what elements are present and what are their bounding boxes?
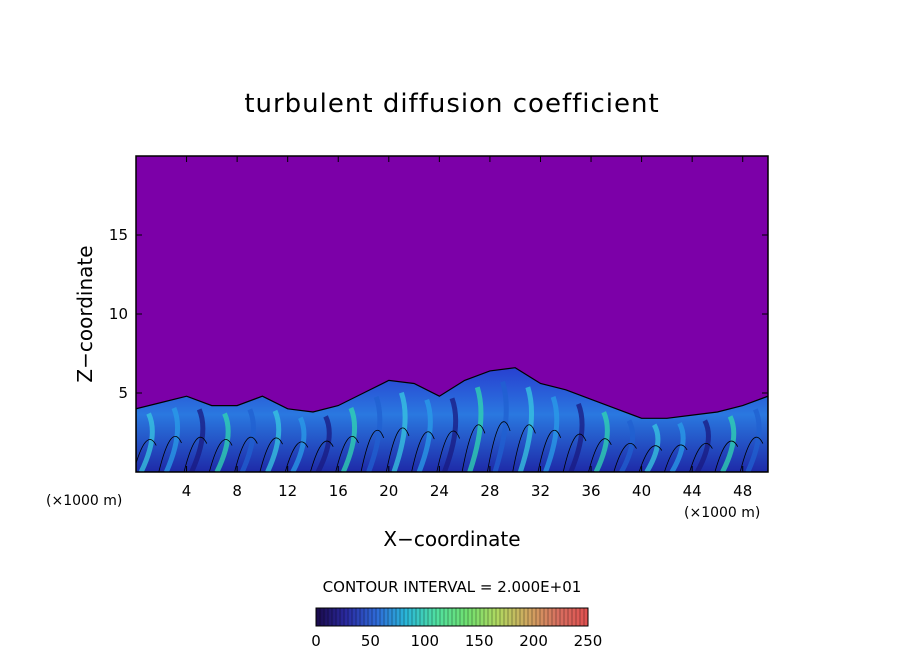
contour-line xyxy=(385,427,410,472)
plume-streak xyxy=(517,386,534,472)
x-tick-label: 40 xyxy=(632,482,651,500)
plume-streak xyxy=(189,408,206,472)
contour-line xyxy=(512,424,536,472)
plume-streak xyxy=(366,396,383,472)
y-axis-ticks: 5 10 15 xyxy=(109,226,768,402)
contour-line xyxy=(183,436,208,472)
plume-streak xyxy=(745,408,762,472)
turbulent-layer xyxy=(136,367,768,472)
y-axis-label: Z−coordinate xyxy=(73,245,97,382)
chart-title: turbulent diffusion coefficient xyxy=(244,89,659,119)
contour-line xyxy=(259,437,283,472)
plume-streak xyxy=(619,419,636,472)
plume-streak xyxy=(265,409,282,472)
contour-line xyxy=(158,436,182,472)
plume-streak xyxy=(543,396,560,472)
y-tick-label: 10 xyxy=(109,305,128,323)
colorbar-tick-label: 100 xyxy=(410,632,439,650)
colorbar-tick-label: 0 xyxy=(311,632,321,650)
colorbar-tick-label: 250 xyxy=(574,632,603,650)
plume-streak xyxy=(467,386,484,472)
x-tick-label: 32 xyxy=(531,482,550,500)
plume-streak xyxy=(239,408,256,472)
plume-streak xyxy=(492,380,509,472)
plume-streak xyxy=(416,398,433,472)
x-tick-label: 12 xyxy=(278,482,297,500)
plume-streak xyxy=(391,391,408,472)
plume-streak xyxy=(593,411,610,472)
contour-interval-label: CONTOUR INTERVAL = 2.000E+01 xyxy=(323,578,582,596)
contour-line xyxy=(739,436,764,472)
plume-streak xyxy=(442,397,459,472)
x-axis-ticks: 4 8 12 16 20 24 28 32 36 40 44 48 xyxy=(182,156,752,500)
x-tick-label: 44 xyxy=(683,482,702,500)
colorbar-ticks: 0 50 100 150 200 250 xyxy=(311,632,602,650)
plume-streak xyxy=(720,415,737,472)
contour-line xyxy=(360,429,385,472)
plume-streak xyxy=(341,407,358,472)
contour-line xyxy=(436,430,460,472)
x-tick-label: 36 xyxy=(581,482,600,500)
x-tick-label: 48 xyxy=(733,482,752,500)
contour-line xyxy=(588,438,612,472)
contour-line xyxy=(487,421,511,472)
turbulent-plumes xyxy=(136,380,764,472)
colorbar-tick-label: 150 xyxy=(465,632,494,650)
contour-line xyxy=(562,433,587,472)
contour-line xyxy=(714,440,739,472)
contour-line xyxy=(284,441,309,472)
plume-streak xyxy=(695,419,711,472)
colorbar: 0 50 100 150 200 250 xyxy=(311,607,602,650)
plume-streak xyxy=(214,412,231,472)
x-tick-label: 20 xyxy=(379,482,398,500)
plume-streak xyxy=(315,415,332,472)
x-axis-label: X−coordinate xyxy=(383,527,520,551)
colorbar-tick-label: 200 xyxy=(519,632,548,650)
contour-line xyxy=(461,424,486,472)
contour-line xyxy=(208,439,233,472)
plume-streak xyxy=(669,422,686,472)
contour-line xyxy=(689,443,713,472)
colorbar-hatching xyxy=(319,608,585,626)
plume-streak xyxy=(568,402,585,472)
contour-line xyxy=(537,429,562,472)
contour-line xyxy=(310,440,334,472)
contour-line xyxy=(335,436,359,472)
plume-streak xyxy=(290,416,307,472)
colorbar-tick-label: 50 xyxy=(361,632,380,650)
x-unit-right: (×1000 m) xyxy=(684,505,760,521)
plume-streak xyxy=(164,407,181,472)
x-tick-label: 8 xyxy=(232,482,242,500)
contour-line xyxy=(234,436,258,472)
contour-line xyxy=(613,443,637,472)
y-tick-label: 15 xyxy=(109,226,128,244)
plume-streak xyxy=(138,412,155,472)
x-unit-left: (×1000 m) xyxy=(46,493,122,509)
contour-line xyxy=(664,444,688,472)
contour-line xyxy=(136,439,157,465)
x-tick-label: 24 xyxy=(430,482,449,500)
plume-streak xyxy=(644,423,661,472)
y-tick-label: 5 xyxy=(118,384,128,402)
x-tick-label: 16 xyxy=(329,482,348,500)
x-tick-label: 4 xyxy=(182,482,192,500)
x-tick-label: 28 xyxy=(480,482,499,500)
contour-line xyxy=(411,431,435,472)
